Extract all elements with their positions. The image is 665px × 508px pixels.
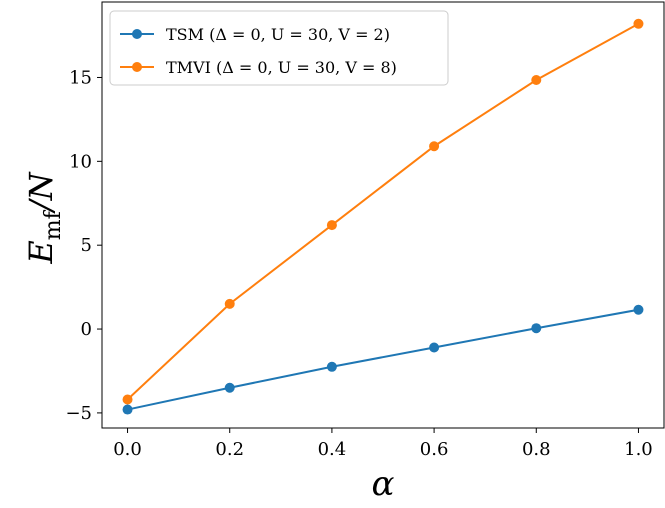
x-tick-label: 0.2 [215, 439, 244, 460]
plot-frame [101, 1, 665, 429]
series-line [126, 22, 639, 401]
series-line [127, 308, 639, 411]
x-tick-label: 0.0 [113, 439, 142, 460]
y-axis-label-sub: mf [41, 209, 66, 240]
legend-swatch-marker [132, 29, 142, 39]
y-axis-label: Emf/N [22, 171, 66, 264]
legend-box [109, 10, 449, 86]
x-tick-label: 0.4 [318, 439, 347, 460]
y-axis: −5 0 5 10 15 [65, 67, 102, 424]
data-point [633, 304, 644, 315]
x-tick-label: 0.8 [522, 439, 551, 460]
x-tick-label: 0.6 [420, 439, 449, 460]
y-tick-label: 10 [69, 151, 92, 172]
data-point [224, 382, 235, 393]
y-tick-label: 0 [81, 319, 92, 340]
x-axis-label: α [372, 464, 395, 504]
x-tick-label: 1.0 [624, 439, 653, 460]
legend: TSM (Δ = 0, U = 30, V = 2) TMVI (Δ = 0, … [109, 10, 449, 86]
y-tick-label: −5 [65, 403, 92, 424]
data-point [531, 74, 542, 85]
y-tick-label: 15 [69, 67, 92, 88]
data-point [326, 361, 337, 372]
y-tick-label: 5 [81, 235, 92, 256]
data-point [122, 394, 133, 405]
data-point [122, 404, 133, 415]
legend-label: TMVI (Δ = 0, U = 30, V = 8) [166, 58, 397, 77]
y-axis-label-tail: /N [22, 171, 60, 214]
data-point [531, 323, 542, 334]
data-point [224, 298, 235, 309]
legend-label: TSM (Δ = 0, U = 30, V = 2) [166, 25, 390, 44]
data-point [326, 220, 337, 231]
x-axis: 0.0 0.2 0.4 0.6 0.8 1.0 [113, 428, 653, 460]
data-point [429, 141, 440, 152]
y-axis-label-main: E [22, 240, 60, 264]
data-point [429, 342, 440, 353]
series-layer [122, 18, 644, 415]
data-point [633, 18, 644, 29]
legend-swatch-marker [132, 62, 142, 72]
